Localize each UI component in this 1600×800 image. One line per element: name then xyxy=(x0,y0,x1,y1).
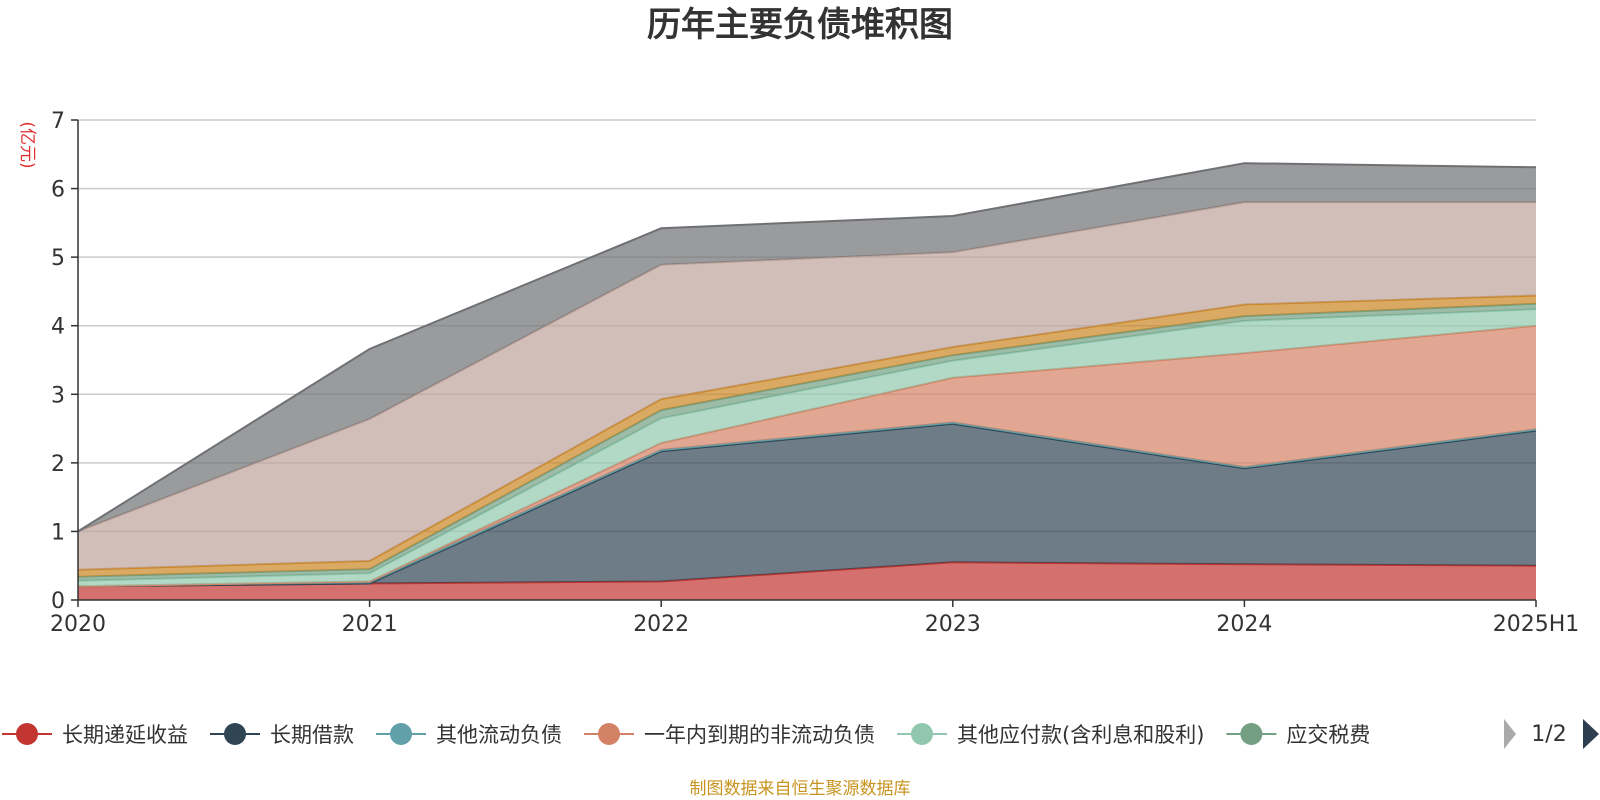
x-tick-label: 2020 xyxy=(50,612,106,637)
y-tick-label: 7 xyxy=(51,109,65,134)
legend-label: 其他流动负债 xyxy=(436,723,562,747)
x-tick-labels: 2020 2021 2022 2023 2024 2025H1 xyxy=(50,600,1579,637)
area-series xyxy=(77,162,1537,600)
legend-dot-icon xyxy=(1240,723,1263,745)
legend-item[interactable]: 长期递延收益 xyxy=(2,723,188,747)
series-line-8 xyxy=(77,162,1537,533)
data-source-note: 制图数据来自恒生聚源数据库 xyxy=(690,779,911,799)
x-tick-label: 2023 xyxy=(925,612,981,637)
legend-label: 长期借款 xyxy=(270,723,354,747)
legend-item[interactable]: 应交税费 xyxy=(1226,723,1370,747)
legend-label: 应交税费 xyxy=(1286,723,1370,747)
y-tick-label: 6 xyxy=(51,178,65,203)
y-axis-unit: (亿元) xyxy=(17,121,37,168)
legend-label: 长期递延收益 xyxy=(62,723,188,747)
x-tick-label: 2022 xyxy=(633,612,689,637)
y-tick-label: 0 xyxy=(51,589,65,614)
legend-label: 一年内到期的非流动负债 xyxy=(644,723,875,747)
pager-next-icon[interactable] xyxy=(1583,719,1599,749)
area-series-7 xyxy=(78,202,1536,570)
legend-dot-icon xyxy=(390,723,412,745)
legend-item[interactable]: 一年内到期的非流动负债 xyxy=(584,723,875,747)
area-series-1 xyxy=(78,423,1536,587)
legend-dot-icon xyxy=(598,723,620,745)
legend-dot-icon xyxy=(224,723,246,745)
legend-dot-icon xyxy=(16,723,38,745)
area-series-3 xyxy=(78,325,1536,587)
area-series-0 xyxy=(78,562,1536,600)
pager-label: 1/2 xyxy=(1531,722,1566,747)
y-tick-label: 2 xyxy=(51,452,65,477)
y-tick-labels: 0 1 2 3 4 5 6 7 xyxy=(51,109,78,614)
pager-prev-icon[interactable] xyxy=(1504,719,1516,749)
legend[interactable]: 长期递延收益 长期借款 其他流动负债 一年内到期的非流动负债 其他应付款(含利息和股利)… xyxy=(2,723,1370,747)
y-tick-label: 5 xyxy=(51,246,65,271)
legend-item[interactable]: 其他流动负债 xyxy=(376,723,562,747)
area-series-4 xyxy=(78,309,1536,587)
x-tick-label: 2025H1 xyxy=(1493,612,1580,637)
area-series-8 xyxy=(78,163,1536,532)
y-tick-label: 1 xyxy=(51,520,65,545)
legend-label: 其他应付款(含利息和股利) xyxy=(957,723,1204,747)
y-tick-label: 3 xyxy=(51,383,65,408)
chart-title: 历年主要负债堆积图 xyxy=(647,5,953,45)
legend-dot-icon xyxy=(911,723,933,745)
legend-item[interactable]: 长期借款 xyxy=(210,723,354,747)
legend-item[interactable]: 其他应付款(含利息和股利) xyxy=(897,723,1204,747)
axes xyxy=(77,120,1536,601)
y-tick-label: 4 xyxy=(51,315,65,340)
x-tick-label: 2024 xyxy=(1216,612,1272,637)
legend-pager[interactable]: 1/2 xyxy=(1504,719,1599,749)
x-tick-label: 2021 xyxy=(342,612,398,637)
